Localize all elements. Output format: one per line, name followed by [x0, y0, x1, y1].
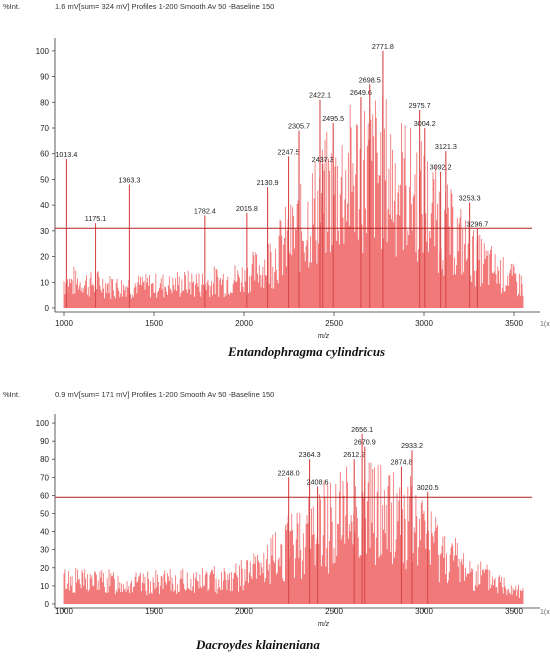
p2-y-tick-label-30: 30	[40, 546, 49, 555]
p1-y-tick-label-20: 20	[40, 253, 49, 262]
p1-axis-end-label: 1(x	[540, 321, 550, 328]
acquisition-info-2: 0.9 mV[sum= 171 mV] Profiles 1-200 Smoot…	[55, 390, 275, 399]
p1-peak-label-17: 3121.3	[435, 142, 457, 151]
caption-panel-2: Dacroydes klaineniana	[196, 637, 320, 652]
p1-y-tick-label-30: 30	[40, 227, 49, 236]
p1-y-tick-label-10: 10	[40, 278, 49, 287]
p1-peak-label-1: 1175.1	[85, 214, 106, 223]
p1-peak-label-2: 1363.3	[118, 176, 140, 185]
p1-y-tick-label-50: 50	[40, 175, 49, 184]
p1-peak-label-19: 3296.7	[466, 219, 488, 228]
p1-peak-label-8: 2422.1	[309, 91, 331, 100]
p2-x-tick-label-1000: 1000	[55, 607, 73, 616]
p1-y-tick-label-60: 60	[40, 150, 49, 159]
p2-peak-label-5: 2670.9	[354, 438, 376, 447]
p2-y-tick-label-40: 40	[40, 528, 49, 537]
p2-y-tick-label-70: 70	[40, 473, 49, 482]
p1-peak-label-0: 1013.4	[55, 150, 77, 159]
p2-peak-label-7: 2933.2	[401, 441, 423, 450]
p2-y-tick-label-0: 0	[45, 600, 50, 609]
p1-peak-label-13: 2771.8	[372, 42, 394, 51]
p2-y-tick-label-100: 100	[36, 419, 50, 428]
p2-peak-label-3: 2612.2	[343, 450, 365, 459]
p1-peak-label-18: 3253.3	[459, 194, 481, 203]
p2-x-tick-label-3000: 3000	[415, 607, 433, 616]
p1-peak-label-11: 2649.6	[350, 88, 372, 97]
p1-x-tick-label-2500: 2500	[325, 319, 343, 328]
p1-peak-label-5: 2130.9	[257, 178, 279, 187]
p1-x-tick-label-1000: 1000	[55, 319, 73, 328]
p2-axis-end-label: 1(x	[540, 609, 550, 616]
p1-x-tick-label-1500: 1500	[145, 319, 163, 328]
y-unit-label-1: %Int.	[3, 2, 21, 11]
p2-spectrum-trace	[63, 462, 524, 604]
p2-peak-label-8: 3020.5	[417, 483, 439, 492]
caption-panel-1: Entandophragma cylindricus	[228, 344, 386, 359]
y-unit-label-2: %Int.	[3, 390, 21, 399]
p1-x-tick-label-2000: 2000	[235, 319, 253, 328]
p2-x-tick-label-2000: 2000	[235, 607, 253, 616]
p1-peak-label-15: 3004.2	[414, 119, 436, 128]
p1-peak-label-14: 2975.7	[409, 101, 431, 110]
p1-peak-label-6: 2247.5	[278, 147, 300, 156]
p2-y-tick-label-20: 20	[40, 564, 49, 573]
p1-y-tick-label-70: 70	[40, 124, 49, 133]
p1-peak-label-12: 2698.5	[359, 75, 381, 84]
p2-x-tick-label-2500: 2500	[325, 607, 343, 616]
p1-peak-label-10: 2495.5	[322, 114, 344, 123]
p1-y-tick-label-40: 40	[40, 201, 49, 210]
p2-peak-label-2: 2408.6	[307, 477, 329, 486]
p2-peak-label-0: 2248.0	[278, 468, 300, 477]
p1-peak-label-16: 3092.2	[430, 163, 452, 172]
p2-y-tick-label-60: 60	[40, 491, 49, 500]
p2-y-tick-label-10: 10	[40, 582, 49, 591]
p1-peak-label-4: 2015.8	[236, 204, 258, 213]
p2-y-tick-label-80: 80	[40, 455, 49, 464]
p2-x-axis-label: m/z	[318, 621, 330, 628]
p1-x-axis-label: m/z	[318, 333, 330, 340]
p2-x-tick-label-3500: 3500	[505, 607, 523, 616]
p1-peak-label-7: 2305.7	[288, 122, 310, 131]
p1-y-tick-label-100: 100	[36, 47, 50, 56]
p1-peak-label-9: 2437.3	[312, 155, 334, 164]
p2-peak-label-1: 2364.3	[299, 450, 321, 459]
p2-x-tick-label-1500: 1500	[145, 607, 163, 616]
p2-peak-label-6: 2874.8	[390, 457, 412, 466]
p1-x-tick-label-3500: 3500	[505, 319, 523, 328]
p1-y-tick-label-90: 90	[40, 73, 49, 82]
acquisition-info-1: 1.6 mV[sum= 324 mV] Profiles 1-200 Smoot…	[55, 2, 275, 11]
p2-y-tick-label-90: 90	[40, 437, 49, 446]
p2-peak-label-4: 2656.1	[351, 425, 373, 434]
p1-peak-label-3: 1782.4	[194, 206, 216, 215]
p2-y-tick-label-50: 50	[40, 510, 49, 519]
p1-x-tick-label-3000: 3000	[415, 319, 433, 328]
p1-y-tick-label-0: 0	[45, 304, 50, 313]
p1-y-tick-label-80: 80	[40, 98, 49, 107]
